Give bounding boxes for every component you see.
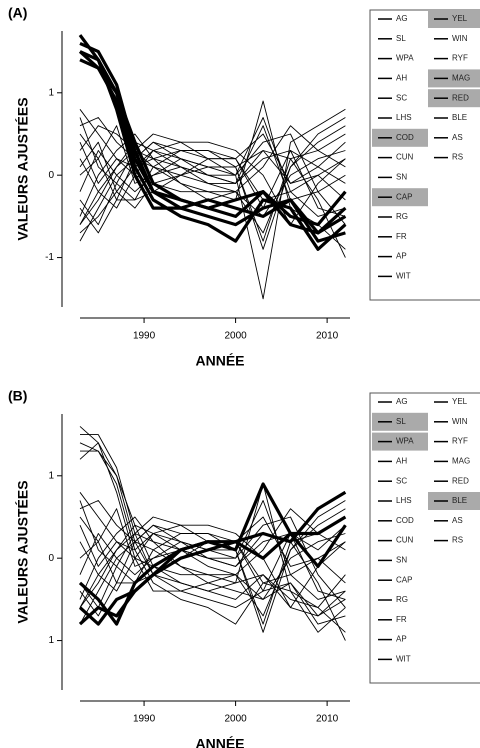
y-tick-label: 0: [48, 170, 54, 181]
legend-label: AH: [396, 74, 407, 83]
legend-label: AP: [396, 252, 407, 261]
legend-highlight: [428, 89, 480, 108]
legend-label: SN: [396, 173, 407, 182]
panel: (B) VALEURS AJUSTÉES ANNÉE 1 0 1 1990 2000 2010 A…: [8, 388, 480, 748]
legend-label: RYF: [452, 437, 468, 446]
x-axis-label: ANNÉE: [195, 736, 244, 748]
y-tick-label: 1: [48, 87, 54, 98]
legend-label: SN: [396, 556, 407, 565]
y-tick-label: -1: [45, 252, 54, 263]
legend-label: WPA: [396, 54, 414, 63]
x-tick-label: 1990: [133, 331, 156, 342]
legend-highlight: [372, 128, 428, 147]
series-line: [79, 117, 346, 201]
y-tick-label: 0: [48, 553, 54, 564]
series-line: [79, 125, 346, 250]
legend-label: RED: [452, 93, 469, 102]
series-line: [79, 426, 346, 609]
legend-label: YEL: [452, 14, 468, 23]
legend-label: SL: [396, 417, 406, 426]
legend-highlight: [428, 69, 480, 88]
legend-highlight: [372, 412, 428, 431]
legend-label: MAG: [452, 457, 470, 466]
legend-label: AS: [452, 133, 463, 142]
legend-highlight: [428, 492, 480, 510]
legend-label: RG: [396, 595, 408, 604]
x-tick-label: 2000: [224, 714, 247, 725]
x-tick-label: 2000: [224, 331, 247, 342]
legend-label: SL: [396, 34, 406, 43]
legend-label: WIT: [396, 655, 411, 664]
series-line: [79, 500, 346, 617]
series-line: [79, 508, 346, 608]
y-axis-label: VALEURS AJUSTÉES: [15, 480, 31, 623]
legend-label: BLE: [452, 113, 467, 122]
legend-highlight: [372, 188, 428, 207]
x-tick-label: 2010: [316, 714, 339, 725]
series-line: [79, 508, 346, 633]
series-line: [78, 34, 347, 227]
panel-label: (A): [8, 5, 27, 21]
series-line: [78, 490, 347, 626]
y-tick-label: 1: [48, 470, 54, 481]
series-line: [79, 442, 346, 625]
series-line: [79, 500, 346, 600]
legend-highlight: [428, 10, 480, 28]
legend-label: LHS: [396, 113, 412, 122]
legend-label: BLE: [452, 496, 467, 505]
x-tick-label: 1990: [133, 714, 156, 725]
legend-label: WPA: [396, 437, 414, 446]
y-tick-label: 1: [48, 635, 54, 646]
legend-label: AG: [396, 14, 408, 23]
legend-label: AG: [396, 397, 408, 406]
legend-label: LHS: [396, 496, 412, 505]
legend-label: AS: [452, 516, 463, 525]
legend-label: COD: [396, 516, 414, 525]
series-line: [79, 41, 347, 235]
legend-label: RG: [396, 212, 408, 221]
legend-label: CUN: [396, 153, 414, 162]
x-tick-label: 2010: [316, 331, 339, 342]
legend-label: RYF: [452, 54, 468, 63]
series-line: [79, 125, 346, 201]
series-line: [79, 500, 346, 584]
legend-label: YEL: [452, 397, 468, 406]
legend-label: RED: [452, 476, 469, 485]
legend-label: CUN: [396, 536, 414, 545]
series-line: [80, 434, 346, 617]
legend-label: MAG: [452, 74, 470, 83]
legend-label: CAP: [396, 575, 412, 584]
legend-label: SC: [396, 93, 407, 102]
legend-label: AP: [396, 635, 407, 644]
series-line: [78, 50, 347, 251]
x-axis-label: ANNÉE: [195, 353, 244, 369]
series-line: [79, 442, 346, 633]
series-line: [79, 108, 346, 300]
legend-label: RS: [452, 536, 463, 545]
legend-label: WIT: [396, 272, 411, 281]
y-axis-label: VALEURS AJUSTÉES: [15, 97, 31, 240]
legend-label: FR: [396, 232, 407, 241]
panel-label: (B): [8, 388, 27, 404]
legend-label: WIN: [452, 417, 468, 426]
legend-label: WIN: [452, 34, 468, 43]
series-line: [79, 117, 346, 217]
legend-label: SC: [396, 476, 407, 485]
legend-label: COD: [396, 133, 414, 142]
legend-label: CAP: [396, 192, 412, 201]
series-line: [78, 524, 347, 626]
legend-label: RS: [452, 153, 463, 162]
series-line: [79, 141, 346, 209]
series-line: [79, 117, 346, 234]
legend-highlight: [372, 432, 428, 451]
series-line: [79, 50, 346, 243]
panel: (A) VALEURS AJUSTÉES ANNÉE -1 0 1 1990 2000 2010…: [8, 5, 480, 369]
legend-label: AH: [396, 457, 407, 466]
series-line: [79, 125, 346, 225]
legend-label: FR: [396, 615, 407, 624]
